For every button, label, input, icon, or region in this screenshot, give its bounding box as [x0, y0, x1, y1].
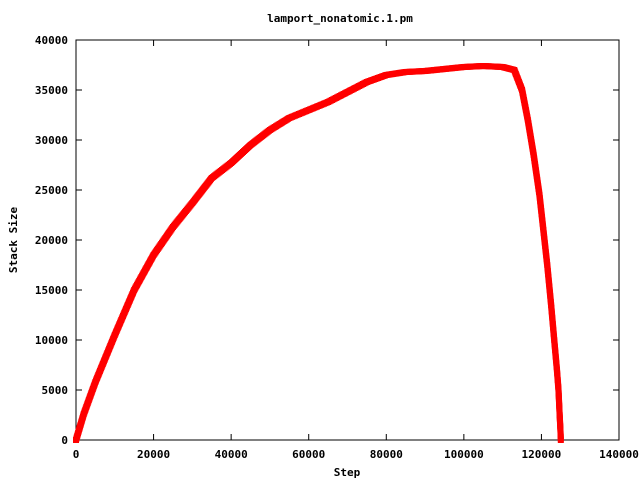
y-tick-label: 35000 — [35, 84, 68, 97]
y-tick-label: 40000 — [35, 34, 68, 47]
y-tick-label: 5000 — [42, 384, 69, 397]
chart-title: lamport_nonatomic.1.pm — [267, 12, 413, 25]
y-axis: 0 5000 10000 15000 20000 25000 30000 35000 40000 — [35, 34, 619, 447]
x-tick-label: 40000 — [215, 448, 248, 461]
x-axis: 0 20000 40000 60000 80000 100000 120000 140000 — [73, 40, 639, 461]
x-tick-label: 80000 — [370, 448, 403, 461]
data-point — [557, 437, 564, 443]
y-tick-label: 15000 — [35, 284, 68, 297]
x-tick-label: 120000 — [522, 448, 562, 461]
plot-frame — [75, 39, 620, 441]
data-series — [73, 63, 564, 443]
y-tick-label: 30000 — [35, 134, 68, 147]
x-tick-label: 100000 — [444, 448, 484, 461]
y-tick-label: 10000 — [35, 334, 68, 347]
y-tick-label: 0 — [61, 434, 68, 447]
x-tick-label: 20000 — [137, 448, 170, 461]
x-tick-label: 60000 — [292, 448, 325, 461]
x-tick-label: 0 — [73, 448, 80, 461]
x-tick-label: 140000 — [599, 448, 639, 461]
x-axis-label: Step — [334, 466, 361, 479]
y-tick-label: 25000 — [35, 184, 68, 197]
y-axis-label: Stack Size — [7, 207, 20, 274]
y-tick-label: 20000 — [35, 234, 68, 247]
